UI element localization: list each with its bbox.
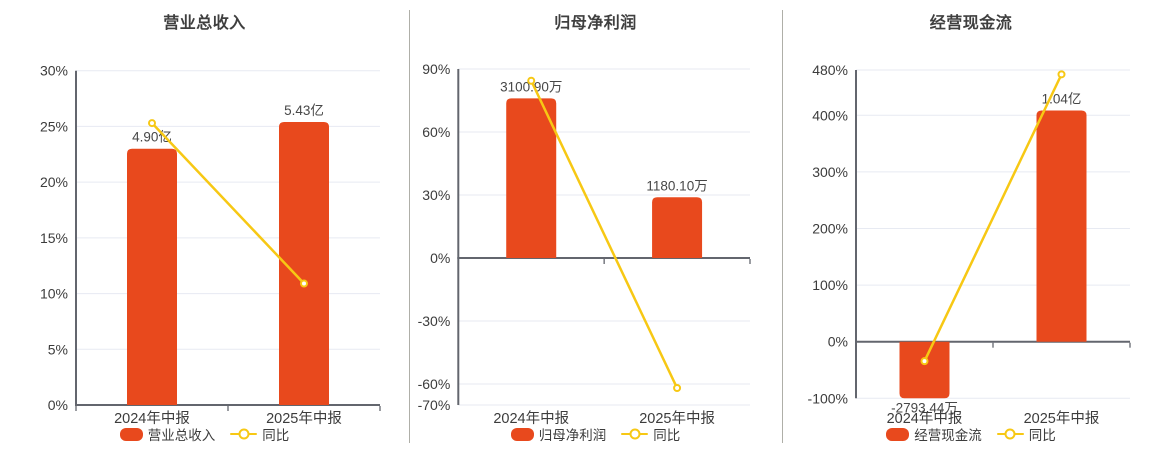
y-tick-label: 20% [40, 174, 68, 190]
x-category-label: 2024年中报 [493, 410, 569, 427]
line-series-swatch-icon [996, 427, 1024, 441]
y-tick-label: 480% [812, 62, 848, 78]
bar [127, 148, 177, 405]
legend-label: 同比 [262, 428, 290, 443]
bar-value-label: 5.43亿 [284, 103, 324, 118]
panel-divider [782, 10, 783, 443]
chart-legend: 营业总收入 同比 [0, 424, 409, 444]
legend-item-bar-series[interactable]: 归母净利润 [510, 424, 607, 444]
legend-item-bar-series[interactable]: 营业总收入 [119, 424, 216, 444]
trend-line [150, 121, 306, 285]
chart-panel-net-profit: 归母净利润 90% 60% 30% 0% -30% -60% -70% 3100.90万 202… [409, 0, 782, 450]
chart-plot-area: 480% 400% 300% 200% 100% 0% -100% -2793.44万2024… [808, 62, 1131, 427]
y-tick-label: 400% [812, 107, 848, 123]
y-tick-label: 30% [40, 63, 68, 79]
bar-series-swatch-icon [886, 427, 910, 441]
legend-item-line-series[interactable]: 同比 [996, 424, 1056, 444]
trend-point-marker [1057, 70, 1066, 79]
bar-series-swatch-icon [119, 427, 143, 441]
bar [1036, 110, 1087, 342]
trend-line [529, 79, 679, 390]
bar-value-label: 1180.10万 [646, 178, 707, 193]
x-category-label: 2025年中报 [1024, 410, 1100, 427]
chart-legend: 经营现金流 同比 [782, 424, 1160, 444]
bar [506, 98, 557, 259]
chart-plot-area: 90% 60% 30% 0% -30% -60% -70% 3100.90万 2024年中报 11… [418, 61, 751, 427]
chart-panel-total-revenue: 营业总收入 30% 25% 20% 15% 10% 5% 0% 4.90亿 2024年中报 5.4… [0, 0, 409, 450]
line-series-swatch-icon [621, 427, 649, 441]
panel-divider [409, 10, 410, 443]
legend-label: 同比 [1028, 428, 1056, 443]
legend-label: 营业总收入 [147, 428, 216, 443]
line-series-swatch-icon [230, 427, 258, 441]
bar [899, 341, 950, 399]
chart-title: 归母净利润 [554, 15, 637, 32]
legend-label: 归母净利润 [538, 428, 607, 443]
chart-title: 营业总收入 [163, 15, 246, 32]
y-tick-label: -60% [418, 376, 451, 392]
legend-label: 同比 [653, 428, 681, 443]
legend-item-bar-series[interactable]: 经营现金流 [886, 424, 982, 444]
x-category-label: 2025年中报 [266, 410, 342, 427]
chart-plot-area: 30%25%20%15%10%5%0%4.90亿2024年中报5.43亿2025… [40, 63, 381, 427]
trend-line [923, 73, 1063, 363]
legend-label: 经营现金流 [914, 428, 982, 443]
y-tick-label: 0% [48, 397, 68, 413]
y-tick-label: 100% [812, 277, 848, 293]
x-category-label: 2024年中报 [887, 410, 963, 427]
bar-value-label: -2793.44万 [891, 400, 958, 415]
y-tick-label: 300% [812, 164, 848, 180]
y-tick-label: 90% [422, 61, 450, 77]
y-tick-label: 10% [40, 286, 68, 302]
y-tick-label: 5% [48, 341, 68, 357]
y-tick-label: -30% [418, 313, 451, 329]
y-tick-label: -100% [808, 390, 848, 406]
y-tick-label: 200% [812, 220, 848, 236]
x-category-label: 2024年中报 [114, 410, 190, 427]
trend-point-marker [920, 357, 929, 366]
y-tick-label: 60% [422, 124, 450, 140]
chart-legend: 归母净利润 同比 [409, 424, 782, 444]
y-tick-label: 15% [40, 230, 68, 246]
trend-point-marker [673, 383, 682, 392]
bar [279, 121, 329, 405]
y-tick-label: -70% [418, 397, 451, 413]
bar [652, 197, 703, 258]
y-tick-label: 25% [40, 118, 68, 134]
trend-point-marker [148, 119, 156, 128]
trend-point-marker [527, 76, 536, 85]
bar-value-label: 3100.90万 [500, 79, 562, 94]
y-tick-label: 30% [422, 187, 450, 203]
chart-panel-operating-cash-flow: 经营现金流 480% 400% 300% 200% 100% 0% -100% -2793.4… [782, 0, 1160, 450]
chart-title: 经营现金流 [929, 15, 1013, 32]
legend-item-line-series[interactable]: 同比 [621, 424, 680, 444]
bar-series-swatch-icon [510, 427, 534, 441]
y-tick-label: 0% [430, 250, 450, 266]
y-tick-label: 0% [828, 334, 848, 350]
x-category-label: 2025年中报 [639, 410, 715, 427]
legend-item-line-series[interactable]: 同比 [230, 424, 289, 444]
trend-point-marker [300, 279, 308, 288]
